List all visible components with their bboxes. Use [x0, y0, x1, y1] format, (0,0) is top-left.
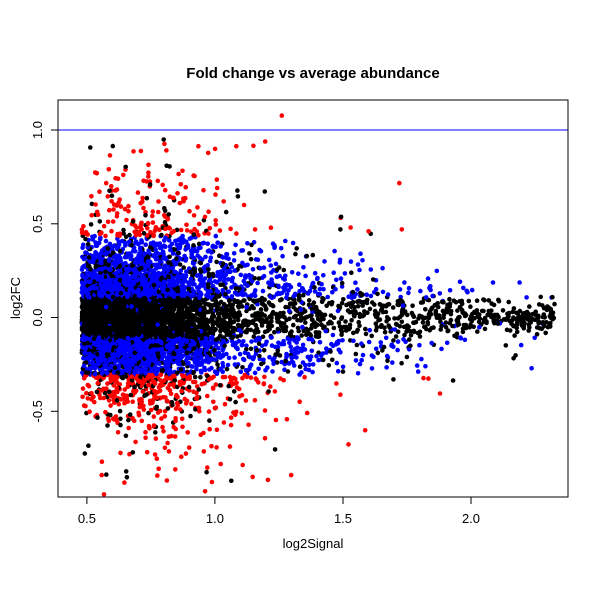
notable-point — [338, 227, 343, 232]
notable-point — [548, 320, 553, 326]
notable-point — [399, 227, 405, 232]
y-tick-label: 0.0 — [30, 308, 45, 326]
x-tick-label: 1.0 — [206, 511, 224, 526]
notable-point — [348, 225, 353, 230]
y-tick-label: -0.5 — [30, 400, 45, 422]
notable-point — [265, 477, 271, 483]
plot-border — [57, 99, 569, 498]
chart-title: Fold change vs average abundance — [186, 65, 439, 82]
y-tick-label: 0.5 — [30, 215, 45, 233]
x-axis-label: log2Signal — [283, 536, 344, 551]
notable-point — [517, 280, 522, 285]
axes: 0.5 1.0 1.5 2.0 -0.5 0.0 0.5 1.0 — [30, 121, 480, 526]
y-axis-label: log2FC — [8, 277, 23, 319]
data-points — [79, 113, 557, 497]
notable-point — [205, 465, 210, 470]
notable-point — [279, 113, 285, 118]
x-tick-label: 0.5 — [78, 511, 96, 526]
x-tick-label: 2.0 — [462, 511, 480, 526]
notable-point — [366, 229, 371, 234]
y-tick-label: 1.0 — [30, 121, 45, 139]
notable-point — [209, 479, 215, 485]
x-tick-label: 1.5 — [334, 511, 352, 526]
notable-point — [490, 280, 496, 285]
notable-point — [397, 180, 402, 186]
